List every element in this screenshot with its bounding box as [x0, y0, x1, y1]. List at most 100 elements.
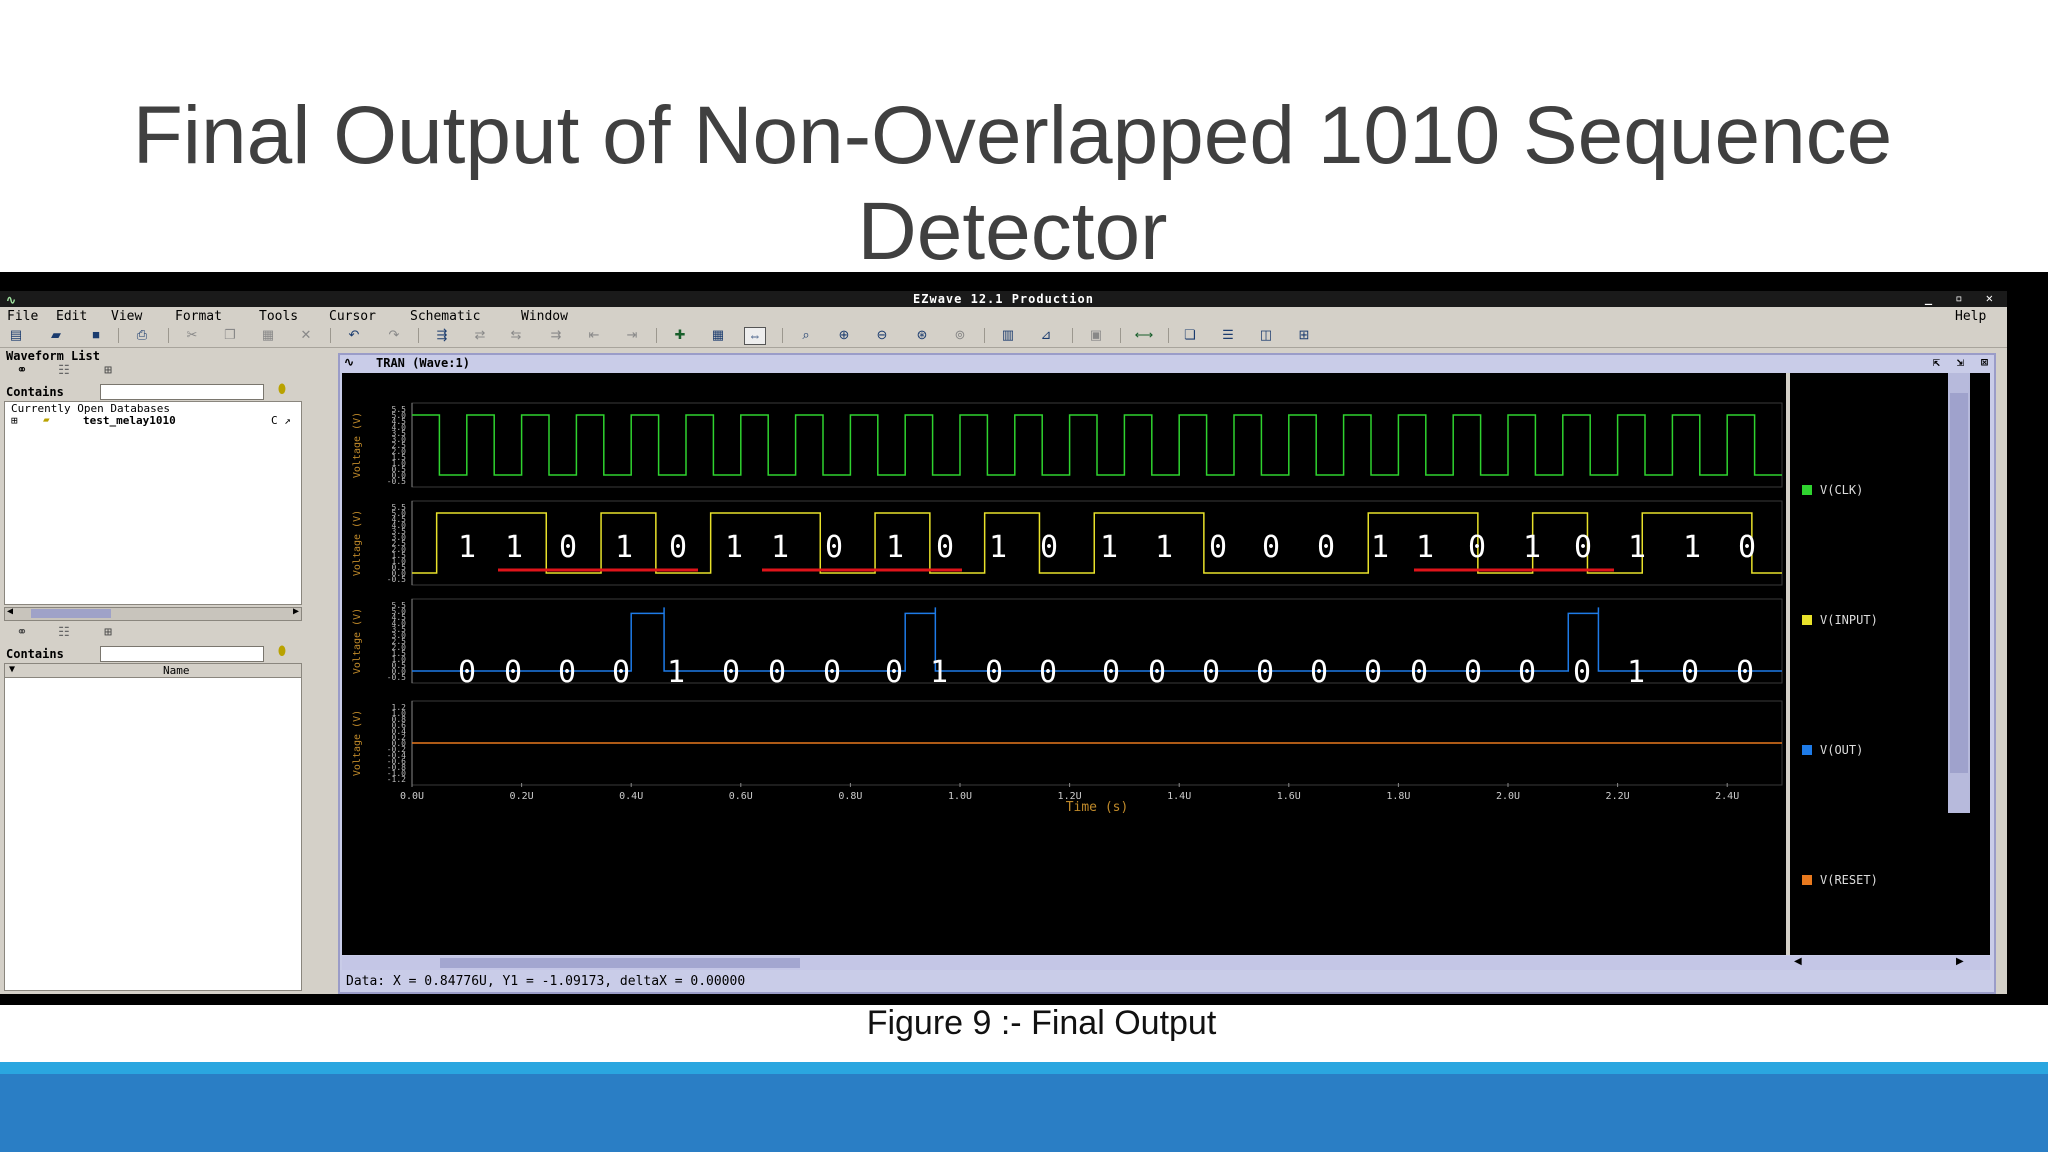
close-wave-icon[interactable]: ⊠ [1980, 355, 1988, 369]
y-tick-label: 0.0 [392, 667, 407, 676]
cut-icon[interactable]: ✂ [186, 327, 198, 342]
legend-swatch [1802, 485, 1812, 495]
y-tick-label: -0.5 [387, 673, 406, 682]
output-bit-label: 0 [1102, 655, 1120, 690]
horizontal-scrollbar[interactable]: ◀ ▶ [4, 606, 302, 621]
x-tick-label: 1.0U [948, 791, 972, 802]
contains-label-2: Contains [6, 647, 64, 661]
tile-icon[interactable]: ⊞ [1298, 327, 1310, 342]
name-column-header[interactable]: Name [163, 664, 190, 677]
y-tick-label: 0.6 [392, 721, 407, 730]
plot-scroll-thumb[interactable] [440, 958, 800, 968]
save-icon[interactable]: ■ [92, 327, 100, 342]
plot-area[interactable]: 5.5 5.0 4.5 4.0 3.5 3.0 2.5 2.0 1.5 1.0 0.5 0.0 -0.5… [342, 373, 1990, 955]
col-split-icon[interactable]: ◫ [1259, 327, 1273, 342]
y-tick-label: 5.5 [392, 405, 407, 414]
paste-icon[interactable]: ▦ [261, 327, 275, 342]
print-icon[interactable]: ⎙ [136, 327, 148, 342]
scroll-left-icon[interactable]: ◀ [7, 606, 14, 617]
tree-view-icon-2[interactable]: ⊞ [104, 625, 112, 640]
y-tick-label: 0.8 [392, 715, 407, 724]
menu-file[interactable]: File [7, 309, 39, 324]
zoom-out-icon[interactable]: ⊖ [876, 327, 888, 342]
contains-input-2[interactable] [100, 646, 264, 662]
scroll-thumb[interactable] [31, 609, 111, 618]
status-bar: Data: X = 0.84776U, Y1 = -1.09173, delta… [346, 974, 746, 989]
zoom-fit-icon[interactable]: ⇔ [744, 327, 766, 345]
y-tick-label: 5.0 [392, 607, 407, 616]
y-tick-label: 0.5 [392, 661, 407, 670]
minimize-button[interactable]: _ [1924, 291, 1933, 305]
output-bit-label: 0 [1364, 655, 1382, 690]
output-bit-label: 0 [885, 655, 903, 690]
maximize-button[interactable]: ▫ [1955, 291, 1963, 305]
copy-icon[interactable]: ❐ [224, 327, 236, 342]
menu-window[interactable]: Window [521, 309, 568, 324]
new-icon[interactable]: ▤ [9, 327, 23, 342]
list-view-icon-2[interactable]: ☷ [58, 625, 70, 640]
float-icon[interactable]: ⇲ [1956, 355, 1964, 369]
y-tick-label: 4.5 [392, 613, 407, 622]
calculator-icon[interactable]: ▥ [1001, 327, 1015, 342]
contains-input[interactable] [100, 384, 264, 400]
window-stack-icon[interactable]: ❏ [1184, 327, 1196, 342]
legend-scroll-left-icon[interactable]: ◀ [1794, 956, 1802, 967]
menu-schematic[interactable]: Schematic [410, 309, 481, 324]
menu-view[interactable]: View [111, 309, 143, 324]
zoom-icon[interactable]: ⌕ [802, 327, 810, 342]
wave-op3-icon[interactable]: ⇉ [550, 327, 562, 342]
y-tick-label: -0.8 [387, 763, 406, 772]
plot-divider [1786, 373, 1790, 955]
wave-op2-icon[interactable]: ⇆ [510, 327, 522, 342]
close-button[interactable]: ✕ [1985, 291, 1993, 305]
list-view-icon[interactable]: ☷ [58, 363, 70, 378]
add-wave-icon[interactable]: ⇶ [436, 327, 448, 342]
input-bit-label: 1 [1371, 530, 1389, 565]
waveform-vclk [412, 414, 1782, 476]
undock-icon[interactable]: ⇱ [1932, 355, 1940, 369]
zoom-area-icon[interactable]: ⊛ [916, 327, 928, 342]
binoculars-icon-2[interactable]: ⚭ [16, 625, 28, 640]
window-menu-icon[interactable]: ∿ [6, 293, 17, 307]
database-item[interactable]: test_melay1010 [83, 414, 176, 427]
plot-hscrollbar[interactable]: ◀ ▶ [342, 956, 1990, 970]
zoom-in-icon[interactable]: ⊕ [838, 327, 850, 342]
legend-scroll-right-icon[interactable]: ▶ [1956, 956, 1964, 967]
figure-caption: Figure 9 :- Final Output [866, 1004, 1217, 1042]
delete-icon[interactable]: ✕ [300, 327, 312, 342]
scroll-right-icon[interactable]: ▶ [292, 606, 299, 617]
menu-tools[interactable]: Tools [259, 309, 299, 324]
waveform-plot[interactable]: 5.55.04.54.03.53.02.52.01.51.00.50.0-0.5… [342, 373, 1990, 955]
row-split-icon[interactable]: ☰ [1222, 327, 1234, 342]
redo-icon[interactable]: ↷ [388, 327, 400, 342]
input-bit-label: 1 [1628, 530, 1646, 565]
menu-format[interactable]: Format [175, 309, 222, 324]
legend-scroll-thumb [1950, 393, 1968, 773]
undo-icon[interactable]: ↶ [348, 327, 360, 342]
menu-cursor[interactable]: Cursor [329, 309, 376, 324]
cursor-add-icon[interactable]: ✚ [674, 327, 686, 342]
expand-icon[interactable]: ⊞ [11, 414, 18, 427]
delta-cursor-icon[interactable]: ⟷ [1134, 327, 1154, 342]
menu-help[interactable]: Help [1955, 309, 1987, 324]
grid-icon[interactable]: ▦ [711, 327, 725, 342]
zoom-prev-icon[interactable]: ⊚ [954, 327, 966, 342]
sort-icon[interactable]: ▼ [9, 664, 16, 675]
wave-right-icon[interactable]: ⇥ [626, 327, 638, 342]
input-bit-label: 1 [989, 530, 1007, 565]
menu-edit[interactable]: Edit [56, 309, 88, 324]
wave-op-icon[interactable]: ⇄ [474, 327, 486, 342]
input-bit-label: 1 [1155, 530, 1173, 565]
export-icon[interactable]: ▣ [1089, 327, 1103, 342]
waveform-vout [412, 607, 1782, 672]
filter-icon-2[interactable]: ⬮ [277, 644, 287, 659]
y-tick-label: 0.0 [392, 569, 407, 578]
y-axis-label: Voltage (V) [352, 608, 363, 674]
open-icon[interactable]: ▰ [51, 327, 61, 342]
tree-view-icon[interactable]: ⊞ [104, 363, 112, 378]
database-list: Currently Open Databases ⊞ ▰ test_melay1… [4, 401, 302, 605]
filter-icon[interactable]: ⬮ [277, 382, 287, 397]
wave-left-icon[interactable]: ⇤ [588, 327, 600, 342]
binoculars-icon[interactable]: ⚭ [16, 363, 28, 378]
measure-icon[interactable]: ⊿ [1040, 327, 1052, 342]
